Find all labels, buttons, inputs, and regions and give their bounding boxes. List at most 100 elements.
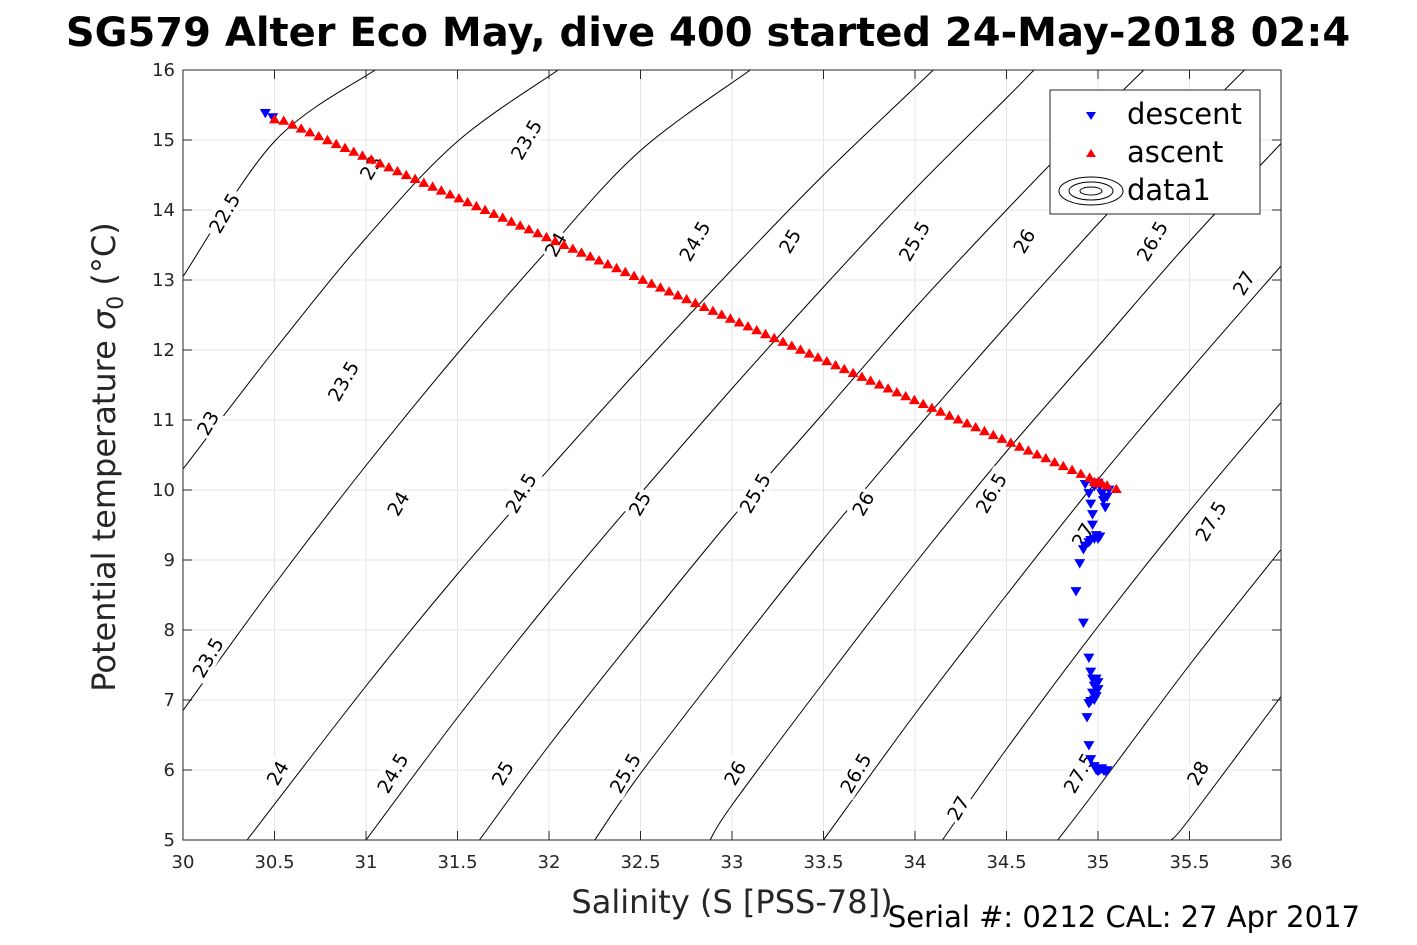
contour-line-23-5 <box>183 70 751 711</box>
contour-label-bg <box>846 485 880 522</box>
ascent-point <box>646 278 658 288</box>
ascent-point <box>514 220 526 230</box>
contour-line-28 <box>1170 696 1281 840</box>
contour-line-26-5 <box>823 265 1281 840</box>
ascent-point <box>523 224 535 234</box>
x-tick-label: 30 <box>172 852 195 873</box>
y-tick-label: 12 <box>152 340 175 361</box>
contour-label-bg <box>202 185 247 241</box>
ascent-point <box>996 433 1008 443</box>
contour-label-bg <box>1188 493 1233 549</box>
y-tick-label: 6 <box>164 760 175 781</box>
serial-calibration-text: Serial #: 0212 CAL: 27 Apr 2017 <box>888 900 1360 934</box>
descent-point <box>1083 699 1095 709</box>
x-tick-label: 30.5 <box>254 852 294 873</box>
ascent-point <box>751 325 763 335</box>
ascent-point <box>908 394 920 405</box>
descent-point <box>1077 545 1089 555</box>
x-tick-label: 33 <box>721 852 744 873</box>
chart-title: SG579 Alter Eco May, dive 400 started 24… <box>66 10 1350 56</box>
descent-point <box>1101 766 1113 776</box>
contour-line-22-5 <box>183 70 376 277</box>
y-tick-label: 11 <box>152 410 175 431</box>
x-tick-label: 32.5 <box>620 852 660 873</box>
y-tick-label: 10 <box>152 480 175 501</box>
contour-line-24 <box>246 70 934 840</box>
ascent-point <box>444 189 456 199</box>
contour-label-bg <box>623 485 657 522</box>
ascent-point <box>961 418 973 428</box>
y-axis-label-unit: (°C) <box>85 222 123 295</box>
ascent-point <box>1049 456 1061 467</box>
ascent-point <box>576 247 587 257</box>
ascent-point <box>873 379 885 389</box>
descent-point <box>1085 499 1097 509</box>
ascent-point <box>1066 464 1078 474</box>
x-tick-label: 34.5 <box>986 852 1026 873</box>
ascent-point <box>830 359 842 370</box>
ascent-point <box>681 293 693 304</box>
ascent-point <box>716 309 728 319</box>
contour-label-bg <box>1130 213 1175 269</box>
ascent-point <box>330 138 342 149</box>
ascent-point <box>698 301 710 311</box>
contour-label-bg <box>485 755 519 791</box>
y-tick-label: 15 <box>152 130 175 151</box>
ascent-point <box>917 398 929 408</box>
contour-label-bg <box>892 213 937 269</box>
ascent-point <box>1057 460 1069 471</box>
ascent-point <box>619 266 631 277</box>
contour-line-27-5 <box>1057 549 1281 840</box>
contour-label-bg <box>969 465 1014 521</box>
contour-label-bg <box>718 755 752 791</box>
x-tick-label: 35.5 <box>1169 852 1209 873</box>
ascent-point <box>286 119 298 129</box>
contour-line-26 <box>709 143 1281 840</box>
ascent-point <box>470 200 482 211</box>
ascent-point <box>541 231 552 242</box>
descent-point <box>1081 713 1093 723</box>
contour-label-bg <box>370 745 415 801</box>
legend-descent-marker <box>1086 112 1096 120</box>
ascent-point <box>1110 483 1122 493</box>
ascent-point <box>269 114 280 124</box>
ascent-point <box>278 115 290 125</box>
ascent-point <box>689 297 701 308</box>
x-tick-label: 32 <box>538 852 561 873</box>
ascent-point <box>847 367 859 377</box>
ascent-point <box>322 134 333 145</box>
ascent-point <box>479 204 491 214</box>
ascent-point <box>856 371 868 381</box>
ascent-point <box>497 212 509 222</box>
contour-line-23 <box>183 70 559 470</box>
ascent-point <box>672 290 684 300</box>
y-tick-label: 5 <box>164 830 175 851</box>
y-tick-label: 9 <box>164 550 175 571</box>
y-tick-label: 8 <box>164 620 175 641</box>
ascent-point <box>970 422 982 432</box>
ascent-point <box>812 352 824 362</box>
x-tick-label: 35 <box>1087 852 1110 873</box>
legend: descent ascent data1 <box>1049 89 1261 215</box>
ascent-point <box>339 142 351 152</box>
contour-line-27 <box>942 402 1281 840</box>
ascent-point <box>383 162 395 172</box>
contour-label-bg <box>672 213 717 269</box>
x-tick-label: 31.5 <box>437 852 477 873</box>
data-markers <box>259 109 1122 777</box>
x-axis-label: Salinity (S [PSS-78]) <box>571 883 892 921</box>
descent-point <box>1090 674 1102 684</box>
ascent-point <box>768 332 780 343</box>
contour-label-bg <box>732 465 777 521</box>
ascent-point <box>1022 445 1034 455</box>
descent-point <box>1092 685 1104 695</box>
ascent-point <box>742 321 754 331</box>
ascent-point <box>891 387 903 397</box>
ascent-point <box>1075 468 1087 478</box>
legend-ascent-marker <box>1086 149 1096 157</box>
ascent-point <box>435 185 447 195</box>
contour-line-24-5 <box>365 70 1035 840</box>
ascent-point <box>427 181 439 191</box>
y-axis-label: Potential temperature σ0 (°C) <box>85 222 129 691</box>
